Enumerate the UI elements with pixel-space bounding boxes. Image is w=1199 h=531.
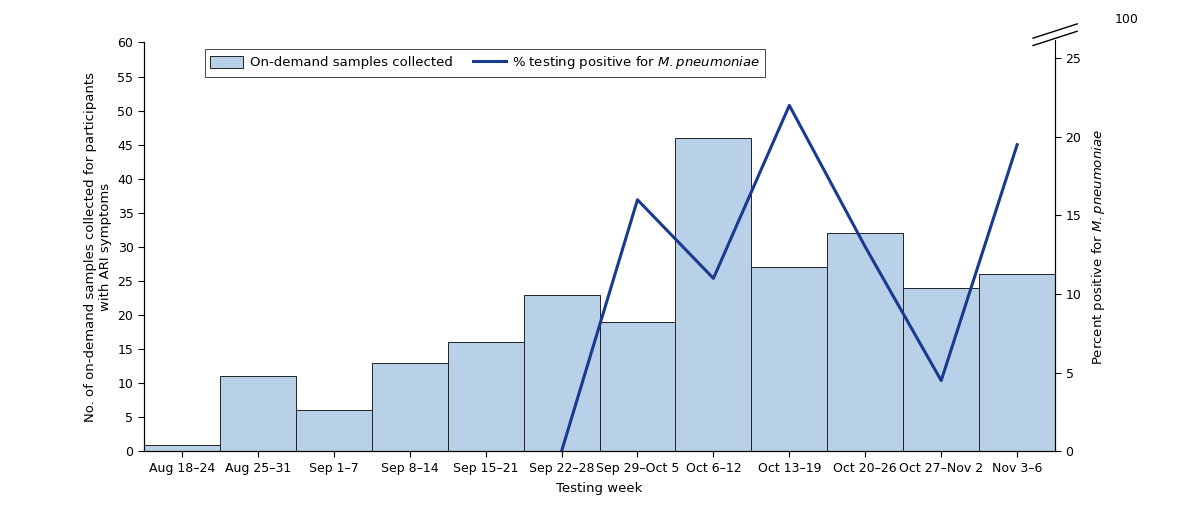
Bar — [296, 410, 372, 451]
Bar — [600, 322, 675, 451]
Bar — [980, 274, 1055, 451]
Y-axis label: No. of on-demand samples collected for participants
with ARI symptoms: No. of on-demand samples collected for p… — [84, 72, 112, 422]
Bar — [219, 376, 296, 451]
Bar — [827, 233, 903, 451]
Y-axis label: Percent positive for $\it{M. pneumoniae}$: Percent positive for $\it{M. pneumoniae}… — [1090, 129, 1107, 365]
Bar — [447, 342, 524, 451]
X-axis label: Testing week: Testing week — [556, 482, 643, 495]
Bar — [144, 444, 219, 451]
Bar — [372, 363, 447, 451]
Bar — [675, 138, 752, 451]
Legend: On-demand samples collected, % testing positive for $\it{M. pneumoniae}$: On-demand samples collected, % testing p… — [205, 49, 765, 76]
Bar — [752, 268, 827, 451]
Text: 100: 100 — [1114, 13, 1138, 27]
Bar — [903, 288, 980, 451]
Bar — [524, 295, 600, 451]
